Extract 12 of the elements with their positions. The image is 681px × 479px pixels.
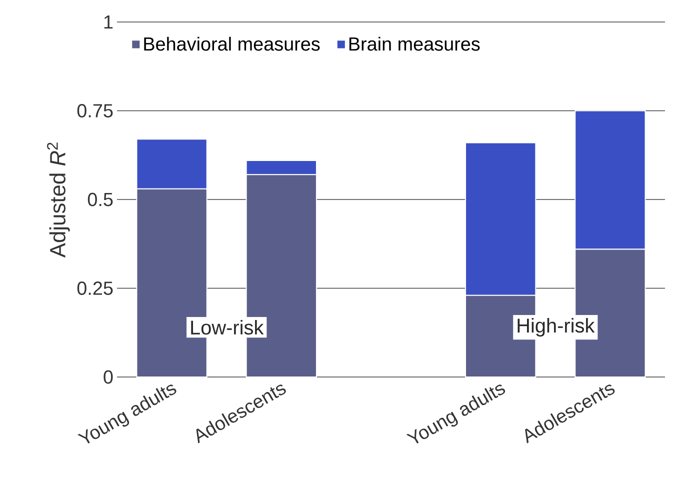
x-tick-label: Young adults [78, 384, 176, 444]
y-tick-label: 0.75 [77, 104, 113, 118]
annotation: High-risk [518, 318, 595, 337]
y-tick-label: 0.5 [88, 192, 113, 206]
y-tick-label: 0.25 [77, 282, 113, 295]
y-axis-title: Adjusted R$^{2}$ [47, 142, 70, 258]
y-tick-label: 0 [104, 370, 113, 384]
legend-label: Behavioral measures [144, 36, 320, 51]
legend-label: Brain measures [349, 36, 480, 51]
y-tick-label: 1 [104, 15, 113, 29]
x-tick-label: Young adults [406, 384, 506, 444]
annotation: Low-risk [191, 320, 264, 335]
